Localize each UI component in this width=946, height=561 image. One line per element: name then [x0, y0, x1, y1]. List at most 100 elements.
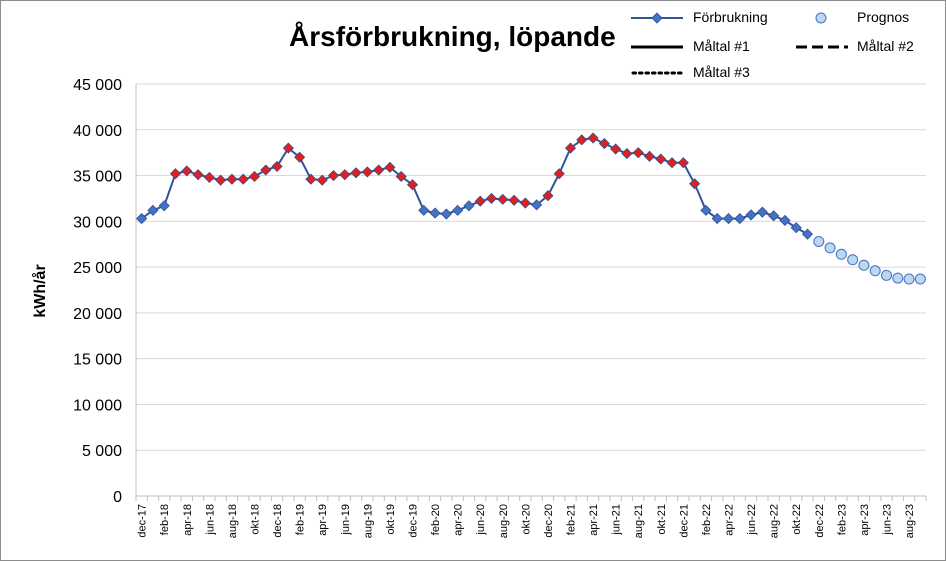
x-tick-label: dec-17	[137, 504, 149, 538]
forbrukning-point	[452, 204, 464, 216]
forbrukning-point	[768, 210, 780, 222]
forbrukning-point	[215, 174, 227, 186]
forbrukning-point	[418, 204, 430, 216]
chart-title: Årsförbrukning, löpande	[289, 21, 616, 52]
forbrukning-point	[237, 173, 249, 185]
forbrukning-point	[542, 190, 554, 202]
forbrukning-point	[305, 173, 317, 185]
x-tick-label: aug-23	[904, 504, 916, 538]
x-tick-label: jun-19	[340, 504, 352, 536]
forbrukning-point	[181, 165, 193, 177]
legend-label-forbrukning: Förbrukning	[693, 9, 768, 25]
forbrukning-point	[192, 169, 204, 181]
x-tick-label: jun-21	[611, 504, 623, 536]
legend-label-maltal-3: Måltal #3	[693, 64, 750, 80]
forbrukning-point	[395, 170, 407, 183]
x-tick-label: dec-21	[678, 504, 690, 538]
forbrukning-point	[722, 213, 735, 225]
forbrukning-point	[700, 204, 712, 216]
forbrukning-point	[711, 213, 723, 225]
forbrukning-point	[373, 164, 385, 176]
y-tick-label: 30 000	[73, 214, 122, 231]
x-tick-label: apr-18	[182, 504, 194, 536]
forbrukning-point	[519, 197, 531, 209]
x-tick-label: jun-23	[882, 504, 894, 536]
y-tick-label: 10 000	[73, 397, 122, 414]
forbrukning-point	[801, 228, 814, 240]
legend-marker-prognos	[815, 12, 827, 24]
prognos-point	[869, 265, 881, 277]
x-tick-label: aug-19	[362, 504, 374, 538]
forbrukning-point	[316, 174, 328, 186]
forbrukning-point	[790, 222, 802, 234]
forbrukning-point	[474, 195, 486, 207]
forbrukning-point	[689, 178, 701, 190]
x-tick-label: okt-19	[385, 504, 397, 535]
x-tick-label: okt-21	[656, 504, 668, 535]
prognos-point	[847, 254, 859, 266]
gridlines	[136, 83, 926, 497]
x-tick-label: jun-22	[746, 504, 758, 536]
legend-marker-forbrukning	[651, 12, 663, 24]
forbrukning-point	[610, 143, 622, 155]
forbrukning-point	[745, 209, 757, 221]
x-tick-label: okt-20	[520, 504, 532, 535]
forbrukning-point	[350, 167, 362, 179]
y-tick-label: 40 000	[73, 123, 122, 140]
forbrukning-point	[169, 168, 182, 180]
forbrukning-point	[643, 150, 656, 162]
x-axis: dec-17 feb-18 apr-18 jun-18 aug-18 okt-18 dec-…	[135, 84, 927, 538]
x-tick-label: jun-20	[475, 504, 487, 536]
forbrukning-point	[271, 160, 283, 172]
x-tick-label: apr-23	[859, 504, 871, 536]
prognos-point	[914, 273, 926, 285]
x-tick-label: apr-19	[317, 504, 329, 536]
x-tick-label: apr-20	[453, 504, 465, 536]
y-tick-label: 20 000	[73, 306, 122, 323]
data-markers	[136, 132, 926, 285]
forbrukning-point	[203, 171, 215, 183]
x-tick-label: jun-18	[204, 504, 216, 536]
forbrukning-point	[666, 157, 678, 169]
prognos-point	[858, 259, 870, 271]
x-tick-label: okt-22	[791, 504, 803, 535]
forbrukning-point	[553, 168, 565, 180]
y-axis-ticks: 0 5 000 10 000 15 000 20 000 25 000 30 000 35 0…	[73, 77, 122, 506]
legend-swatches	[631, 12, 848, 75]
prognos-point	[903, 273, 915, 285]
legend-label-maltal-2: Måltal #2	[857, 38, 914, 54]
forbrukning-point	[655, 153, 667, 165]
forbrukning-point	[779, 214, 791, 226]
forbrukning-point	[248, 170, 261, 183]
y-tick-label: 25 000	[73, 260, 122, 277]
y-axis-label: kWh/år	[32, 264, 49, 318]
forbrukning-point	[429, 207, 441, 219]
x-tick-label: feb-18	[159, 504, 171, 535]
legend-label-maltal-1: Måltal #1	[693, 38, 750, 54]
forbrukning-point	[576, 134, 588, 146]
x-tick-label: feb-23	[836, 504, 848, 535]
forbrukning-point	[485, 192, 498, 205]
forbrukning-point	[677, 157, 689, 169]
y-tick-label: 0	[113, 489, 122, 506]
x-tick-label: aug-18	[227, 504, 239, 538]
x-tick-label: dec-20	[543, 504, 555, 538]
prognos-point	[813, 235, 825, 247]
forbrukning-point	[226, 173, 238, 185]
forbrukning-point	[756, 206, 768, 218]
forbrukning-point	[508, 194, 520, 206]
forbrukning-point	[136, 213, 148, 225]
x-tick-label: aug-21	[633, 504, 645, 538]
x-tick-label: apr-22	[724, 504, 736, 536]
x-tick-label: feb-20	[430, 504, 442, 535]
prognos-point	[892, 272, 904, 284]
x-tick-label: dec-22	[814, 504, 826, 538]
forbrukning-point	[531, 199, 543, 211]
forbrukning-point	[294, 151, 306, 163]
y-tick-label: 45 000	[73, 77, 122, 94]
x-tick-label: feb-21	[566, 504, 578, 535]
forbrukning-point	[632, 147, 644, 159]
legend-label-prognos: Prognos	[857, 9, 910, 25]
